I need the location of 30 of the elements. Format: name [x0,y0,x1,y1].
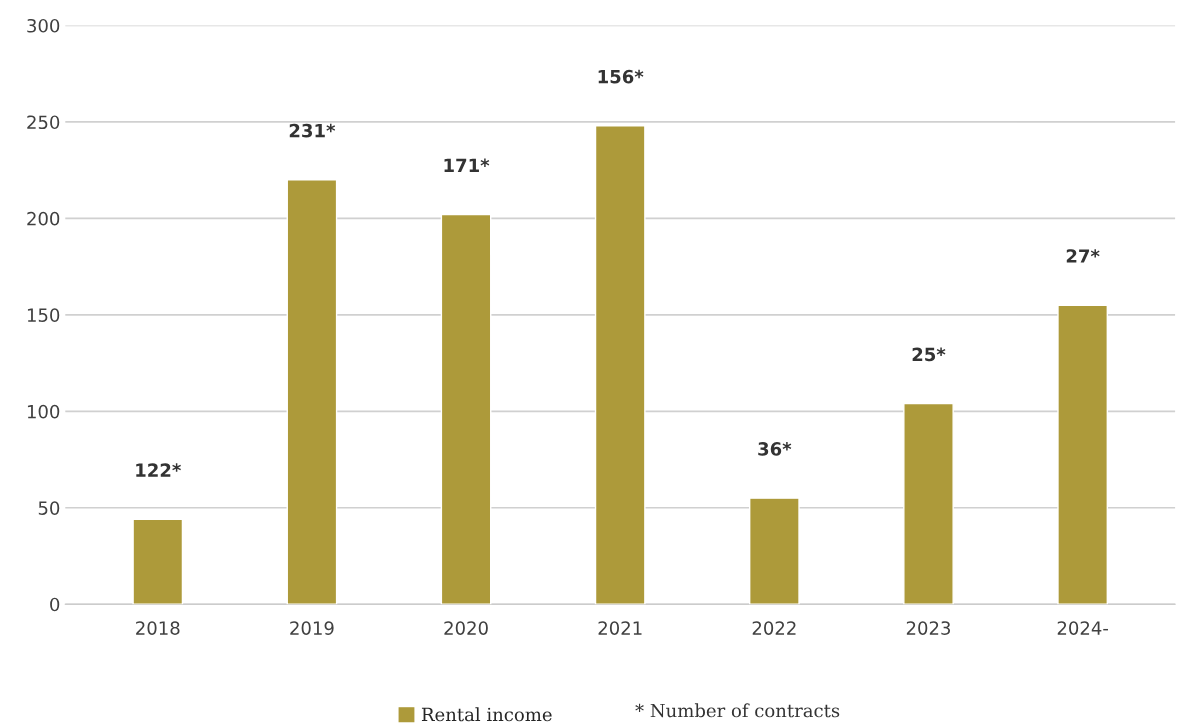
x-tick-label: 2024- [1057,621,1108,635]
y-tick-label: 0 [50,597,60,612]
annotation: 122* [136,463,181,477]
bar [748,497,800,605]
annotation: 171* [444,158,490,172]
annotation: 27* [1066,249,1100,263]
bar [594,125,646,605]
x-tick-label: 2022 [752,621,796,635]
bar [440,213,492,605]
y-tick-label: 200 [27,211,60,226]
annotation: 156* [598,69,644,84]
annotation: 25* [912,347,946,362]
y-tick-label: 50 [38,501,60,515]
x-tick-label: 2018 [136,621,180,635]
x-tick-label: 2023 [906,621,951,635]
y-tick-label: 300 [27,18,60,33]
annotation: 36* [758,442,792,456]
bar [1057,304,1109,605]
bar [286,179,338,605]
y-tick-label: 250 [27,115,60,130]
legend-label: Rental income [421,707,552,722]
y-tick-label: 150 [27,308,60,322]
x-tick-label: 2019 [290,621,334,635]
x-tick-label: 2020 [444,621,488,635]
bar [903,402,954,605]
x-tick-label: 2021 [598,621,642,635]
y-tick-label: 100 [27,404,60,419]
bar [132,518,184,605]
annotation: 231* [289,123,336,138]
text: * Number of contracts [635,703,840,718]
